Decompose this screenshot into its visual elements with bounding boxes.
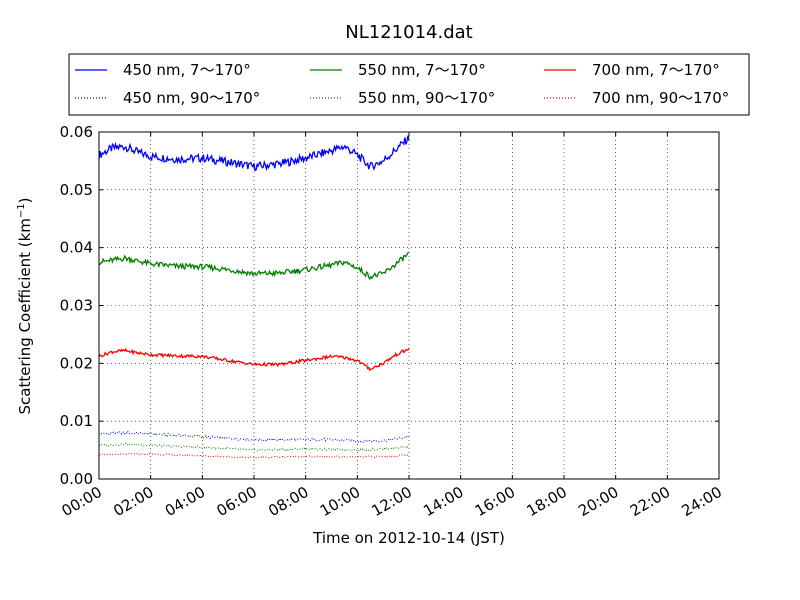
- x-tick-label: 24:00: [679, 483, 725, 520]
- x-tick-label: 22:00: [627, 483, 673, 520]
- y-tick-label: 0.00: [60, 470, 93, 488]
- series-line: [98, 135, 410, 172]
- y-axis-label-sup: −1: [16, 203, 27, 218]
- y-tick-label: 0.03: [60, 297, 93, 315]
- chart-title: NL121014.dat: [345, 22, 472, 43]
- y-tick-label: 0.04: [60, 239, 93, 257]
- x-tick-label: 20:00: [575, 483, 621, 520]
- series-line: [98, 347, 410, 372]
- y-tick-label: 0.05: [60, 181, 93, 199]
- y-tick-label: 0.06: [60, 123, 93, 141]
- x-tick-label: 00:00: [59, 483, 105, 520]
- series-line: [98, 430, 410, 443]
- x-tick-label: 18:00: [524, 483, 570, 520]
- legend-label: 550 nm, 7～170°: [358, 61, 486, 79]
- x-tick-label: 14:00: [420, 483, 466, 520]
- x-tick-label: 04:00: [162, 483, 208, 520]
- legend-label: 450 nm, 7～170°: [123, 61, 251, 79]
- legend-box: [68, 53, 750, 116]
- ticks: [98, 131, 720, 480]
- series-line: [98, 251, 410, 281]
- legend-label: 550 nm, 90～170°: [358, 89, 495, 107]
- legend-label: 450 nm, 90～170°: [123, 89, 260, 107]
- y-tick-label: 0.01: [60, 412, 93, 430]
- legend-label: 700 nm, 90～170°: [592, 89, 729, 107]
- legend: 450 nm, 7～170° 450 nm, 90～170° 550 nm, 7～1…: [68, 53, 750, 116]
- x-axis-label: Time on 2012-10-14 (JST): [312, 529, 505, 547]
- x-tick-label: 08:00: [265, 483, 311, 520]
- y-tick-label: 0.02: [60, 354, 93, 372]
- y-axis-label-tail: ): [16, 197, 34, 203]
- x-tick-label: 06:00: [214, 483, 260, 520]
- x-tick-label: 02:00: [110, 483, 156, 520]
- y-axis-label: Scattering Coefficient (km−1): [16, 197, 34, 414]
- x-tick-label: 10:00: [317, 483, 363, 520]
- y-axis-label-main: Scattering Coefficient (km: [16, 218, 34, 414]
- grid: [99, 132, 719, 479]
- x-tick-label: 16:00: [472, 483, 518, 520]
- legend-label: 700 nm, 7～170°: [592, 61, 720, 79]
- x-tick-label: 12:00: [369, 483, 415, 520]
- series-group: [98, 135, 410, 459]
